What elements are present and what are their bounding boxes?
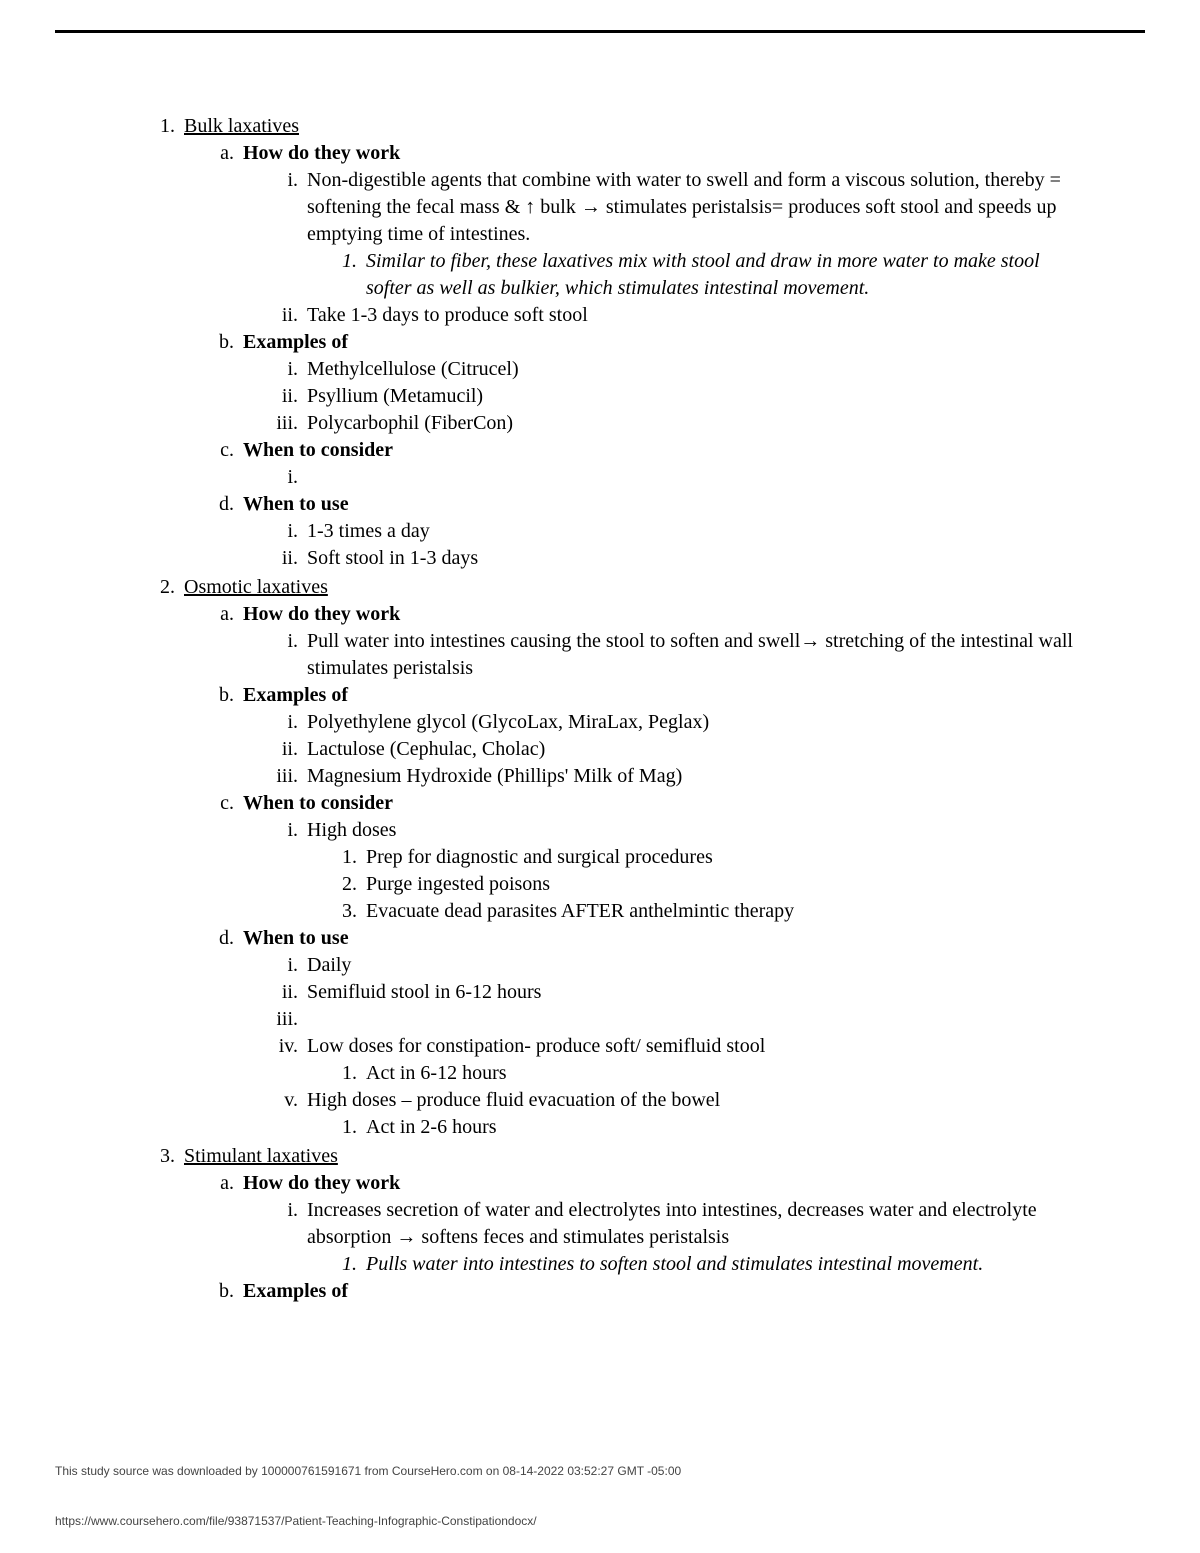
list-item: Magnesium Hydroxide (Phillips' Milk of M…: [303, 763, 1090, 790]
subitem-text: Purge ingested poisons: [366, 873, 550, 895]
item-list: [243, 464, 1090, 491]
item-text: Polyethylene glycol (GlycoLax, MiraLax, …: [307, 711, 709, 733]
subsection-heading: Examples of: [243, 684, 348, 706]
list-item: [303, 1006, 1090, 1033]
subitem: Prep for diagnostic and surgical procedu…: [362, 844, 1090, 871]
subsection-heading: When to use: [243, 927, 349, 949]
subitem-list: Act in 6-12 hours: [307, 1060, 1090, 1087]
footer-download-info: This study source was downloaded by 1000…: [55, 1464, 681, 1478]
subsection-item: Examples of Polyethylene glycol (GlycoLax…: [239, 682, 1090, 790]
item-text: Soft stool in 1-3 days: [307, 547, 478, 569]
document-content: Bulk laxatives How do they work Non-digest…: [0, 33, 1200, 1305]
item-list: Pull water into intestines causing the s…: [243, 628, 1090, 682]
list-item: Soft stool in 1-3 days: [303, 545, 1090, 572]
item-list: High doses Prep for diagnostic and surgic…: [243, 817, 1090, 925]
list-item: Pull water into intestines causing the s…: [303, 628, 1090, 682]
subitem-list: Act in 2-6 hours: [307, 1114, 1090, 1141]
subsection-list: How do they work Increases secretion of w…: [184, 1170, 1090, 1305]
list-item: Non-digestible agents that combine with …: [303, 167, 1090, 302]
item-text: Magnesium Hydroxide (Phillips' Milk of M…: [307, 765, 682, 787]
subsection-item: Examples of Methylcellulose (Citrucel) Psy…: [239, 329, 1090, 437]
subitem-text: Pulls water into intestines to soften st…: [366, 1253, 983, 1275]
subsection-heading: How do they work: [243, 603, 400, 625]
subitem-text: Evacuate dead parasites AFTER anthelmint…: [366, 900, 794, 922]
list-item: High doses Prep for diagnostic and surgic…: [303, 817, 1090, 925]
item-text: Low doses for constipation- produce soft…: [307, 1035, 765, 1057]
subsection-item: How do they work Pull water into intestin…: [239, 601, 1090, 682]
subsection-item: When to use 1-3 times a day Soft stool in …: [239, 491, 1090, 572]
subsection-item: When to consider High doses Prep for diagn…: [239, 790, 1090, 925]
subitem: Evacuate dead parasites AFTER anthelmint…: [362, 898, 1090, 925]
item-text: Psyllium (Metamucil): [307, 385, 483, 407]
item-text: High doses – produce fluid evacuation of…: [307, 1089, 720, 1111]
list-item: Methylcellulose (Citrucel): [303, 356, 1090, 383]
list-item: Semifluid stool in 6-12 hours: [303, 979, 1090, 1006]
item-text: Methylcellulose (Citrucel): [307, 358, 519, 380]
subitem: Act in 6-12 hours: [362, 1060, 1090, 1087]
list-item: [303, 464, 1090, 491]
item-text: Take 1-3 days to produce soft stool: [307, 304, 588, 326]
item-list: Daily Semifluid stool in 6-12 hours Low do…: [243, 952, 1090, 1141]
subitem-text: Act in 2-6 hours: [366, 1116, 497, 1138]
subitem-text: Act in 6-12 hours: [366, 1062, 507, 1084]
subitem: Act in 2-6 hours: [362, 1114, 1090, 1141]
subsection-heading: Examples of: [243, 1280, 348, 1302]
subitem-list: Prep for diagnostic and surgical procedu…: [307, 844, 1090, 925]
list-item: Take 1-3 days to produce soft stool: [303, 302, 1090, 329]
item-text: 1-3 times a day: [307, 520, 430, 542]
subitem: Pulls water into intestines to soften st…: [362, 1251, 1090, 1278]
section-title: Stimulant laxatives: [184, 1145, 338, 1167]
subsection-heading: When to consider: [243, 792, 393, 814]
subsection-heading: When to consider: [243, 439, 393, 461]
item-list: 1-3 times a day Soft stool in 1-3 days: [243, 518, 1090, 572]
list-item: Low doses for constipation- produce soft…: [303, 1033, 1090, 1087]
list-item: Daily: [303, 952, 1090, 979]
item-text: High doses: [307, 819, 396, 841]
list-item: Increases secretion of water and electro…: [303, 1197, 1090, 1278]
item-text: Semifluid stool in 6-12 hours: [307, 981, 541, 1003]
item-text: Daily: [307, 954, 351, 976]
subsection-item: How do they work Non-digestible agents th…: [239, 140, 1090, 329]
item-text: Non-digestible agents that combine with …: [307, 169, 1061, 245]
subsection-list: How do they work Non-digestible agents th…: [184, 140, 1090, 572]
section-item: Stimulant laxatives How do they work Incre…: [180, 1143, 1090, 1305]
item-text: Pull water into intestines causing the s…: [307, 630, 1073, 679]
subsection-item: Examples of: [239, 1278, 1090, 1305]
subitem: Purge ingested poisons: [362, 871, 1090, 898]
item-text: Increases secretion of water and electro…: [307, 1199, 1037, 1248]
list-item: Polyethylene glycol (GlycoLax, MiraLax, …: [303, 709, 1090, 736]
list-item: High doses – produce fluid evacuation of…: [303, 1087, 1090, 1141]
item-list: Polyethylene glycol (GlycoLax, MiraLax, …: [243, 709, 1090, 790]
item-list: Non-digestible agents that combine with …: [243, 167, 1090, 329]
subsection-item: How do they work Increases secretion of w…: [239, 1170, 1090, 1278]
item-text: Polycarbophil (FiberCon): [307, 412, 513, 434]
section-title: Osmotic laxatives: [184, 576, 328, 598]
subsection-heading: How do they work: [243, 1172, 400, 1194]
subsection-heading: How do they work: [243, 142, 400, 164]
subsection-item: When to use Daily Semifluid stool in 6-12 …: [239, 925, 1090, 1141]
section-title: Bulk laxatives: [184, 115, 299, 137]
footer-url: https://www.coursehero.com/file/93871537…: [55, 1514, 537, 1528]
subitem-text: Prep for diagnostic and surgical procedu…: [366, 846, 713, 868]
subitem-list: Pulls water into intestines to soften st…: [307, 1251, 1090, 1278]
subitem: Similar to fiber, these laxatives mix wi…: [362, 248, 1090, 302]
outline-list: Bulk laxatives How do they work Non-digest…: [150, 113, 1090, 1305]
subitem-list: Similar to fiber, these laxatives mix wi…: [307, 248, 1090, 302]
subsection-list: How do they work Pull water into intestin…: [184, 601, 1090, 1141]
list-item: Psyllium (Metamucil): [303, 383, 1090, 410]
document-page: Bulk laxatives How do they work Non-digest…: [0, 0, 1200, 1553]
list-item: 1-3 times a day: [303, 518, 1090, 545]
subsection-heading: Examples of: [243, 331, 348, 353]
item-list: Methylcellulose (Citrucel) Psyllium (Meta…: [243, 356, 1090, 437]
subsection-heading: When to use: [243, 493, 349, 515]
subsection-item: When to consider: [239, 437, 1090, 491]
list-item: Lactulose (Cephulac, Cholac): [303, 736, 1090, 763]
item-text: Lactulose (Cephulac, Cholac): [307, 738, 545, 760]
subitem-text: Similar to fiber, these laxatives mix wi…: [366, 250, 1040, 299]
section-item: Osmotic laxatives How do they work Pull wa…: [180, 574, 1090, 1141]
item-list: Increases secretion of water and electro…: [243, 1197, 1090, 1278]
section-item: Bulk laxatives How do they work Non-digest…: [180, 113, 1090, 572]
list-item: Polycarbophil (FiberCon): [303, 410, 1090, 437]
